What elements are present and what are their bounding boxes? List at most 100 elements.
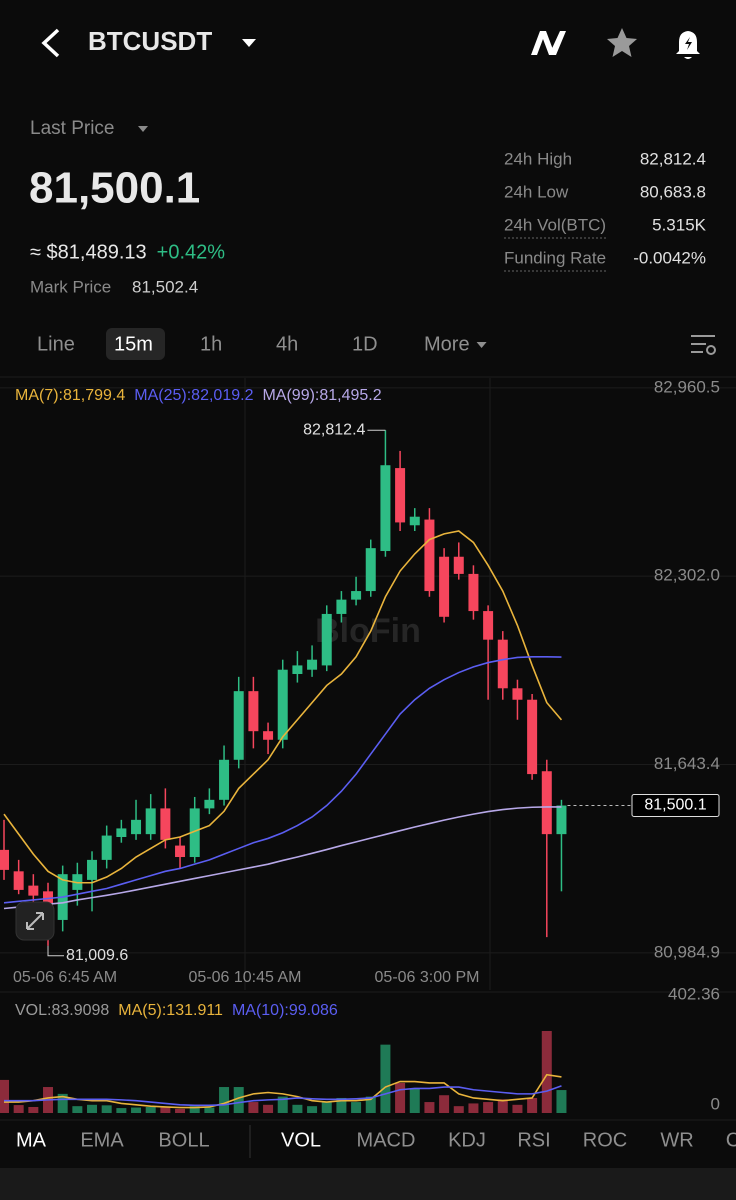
timeframe-tab[interactable]: 1D — [352, 333, 378, 355]
stat-label[interactable]: Funding Rate — [504, 248, 606, 267]
volume-bar — [527, 1097, 538, 1113]
timeframes: Line 15m 1h 4h 1D More — [37, 333, 487, 355]
x-tick-label: 05-06 10:45 AM — [189, 969, 302, 986]
candle-body — [424, 519, 435, 592]
indicator-tab[interactable]: KDJ — [448, 1129, 486, 1151]
timeframe-tab[interactable]: More — [424, 333, 470, 355]
candle-body — [453, 556, 464, 574]
volume-bar — [263, 1104, 274, 1113]
candle-body — [512, 688, 523, 700]
timeframe-tab[interactable]: 4h — [276, 333, 298, 355]
candle-body — [145, 808, 156, 835]
candle-body — [321, 613, 332, 666]
volume-bar — [395, 1082, 406, 1113]
price-change: +0.42% — [157, 241, 226, 263]
alert-icon-bolt — [685, 37, 692, 50]
last-price-label[interactable]: Last Price — [30, 118, 114, 139]
volume-bar — [483, 1102, 494, 1113]
timeframe-tab[interactable]: Line — [37, 333, 75, 355]
stat-value: 5.315K — [652, 215, 707, 234]
candle-body — [263, 731, 274, 740]
volume-bar — [292, 1104, 303, 1113]
volume-bar — [439, 1095, 450, 1113]
indicator-tab[interactable]: WR — [660, 1129, 693, 1151]
usd-price: ≈ $81,489.13 — [30, 241, 147, 263]
volume-bar — [189, 1106, 200, 1113]
candle-body — [160, 808, 171, 840]
candle-body — [0, 849, 9, 870]
symbol-dropdown[interactable] — [242, 39, 256, 47]
bottom-bar — [0, 1168, 736, 1200]
indicator-tab[interactable]: MACD — [357, 1129, 416, 1151]
x-tick-label: 05-06 3:00 PM — [375, 969, 480, 986]
more-dropdown — [476, 342, 487, 348]
ma-line — [3, 656, 562, 904]
chart-settings[interactable] — [691, 335, 715, 353]
candle-body — [541, 771, 552, 835]
candle-body — [307, 659, 318, 670]
indicator-tab[interactable]: MA — [16, 1129, 47, 1151]
stats: 24h High 82,812.4 24h Low 80,683.8 24h Vol(B… — [504, 149, 707, 272]
low-label: 81,009.6 — [66, 947, 128, 964]
indicator-tab[interactable]: VOL — [281, 1129, 321, 1151]
last-price: 81,500.1 — [29, 164, 200, 213]
back-button[interactable] — [41, 28, 60, 58]
volume-bar — [351, 1102, 362, 1113]
candle-body — [116, 828, 127, 837]
candle-body — [409, 516, 420, 526]
candle-body — [483, 611, 494, 640]
stat-value: -0.0042% — [633, 248, 706, 267]
indicator-tab[interactable]: BOLL — [158, 1129, 209, 1151]
y-tick-label: 0 — [711, 1094, 720, 1113]
legend-item: MA(10):99.086 — [232, 1002, 338, 1019]
volume-bar — [204, 1107, 215, 1113]
ma-line — [4, 1073, 562, 1109]
y-tick-label: 80,984.9 — [654, 942, 720, 961]
indicator-tab[interactable]: RSI — [517, 1129, 550, 1151]
stat-value: 82,812.4 — [640, 149, 706, 168]
expand-icon — [26, 912, 44, 930]
alert-button[interactable] — [676, 31, 700, 59]
legend-item: MA(5):131.911 — [118, 1002, 223, 1019]
candle-body — [131, 819, 142, 835]
candle-body — [189, 808, 200, 858]
volume-bar — [468, 1103, 479, 1113]
last-price-dropdown[interactable] — [138, 126, 148, 132]
candle-body — [101, 835, 112, 860]
volume-bar — [336, 1097, 347, 1113]
candle-body — [556, 805, 567, 835]
volume-bar — [28, 1106, 39, 1113]
volume-bar — [556, 1090, 567, 1113]
candle-body — [336, 599, 347, 614]
volume-bar — [160, 1107, 171, 1113]
timeframe-tab[interactable]: 15m — [114, 333, 153, 355]
volume-bar — [57, 1093, 68, 1113]
candle-body — [13, 871, 24, 890]
indicator-tab[interactable]: C — [726, 1129, 736, 1151]
chart-settings-gear — [706, 345, 716, 355]
mark-price-label: Mark Price — [30, 277, 111, 296]
stat-label[interactable]: 24h Vol(BTC) — [504, 215, 606, 234]
y-tick-label: 82,302.0 — [654, 566, 720, 585]
symbol[interactable]: BTCUSDT — [88, 26, 212, 56]
volume-bar — [13, 1105, 24, 1113]
indicator-tab[interactable]: EMA — [80, 1129, 124, 1151]
favorite-button[interactable] — [607, 28, 637, 57]
volume-bar — [321, 1102, 332, 1113]
volume-bar — [248, 1102, 259, 1113]
candle-body — [351, 591, 362, 600]
candle-body — [248, 691, 259, 732]
ma-line — [3, 806, 562, 910]
x-tick-label: 05-06 6:45 AM — [13, 969, 117, 986]
candle-body — [233, 691, 244, 760]
stat-label: 24h High — [504, 149, 572, 168]
y-tick-label: 82,960.5 — [654, 377, 720, 396]
volume-bar — [424, 1102, 435, 1113]
indicator-tabs: MA EMA BOLL VOL MACD KDJ RSI ROC WR C — [16, 1129, 736, 1151]
volume-bar — [380, 1044, 391, 1113]
indicator-tab[interactable]: ROC — [583, 1129, 627, 1151]
timeframe-tab[interactable]: 1h — [200, 333, 222, 355]
ai-button[interactable] — [531, 31, 566, 55]
